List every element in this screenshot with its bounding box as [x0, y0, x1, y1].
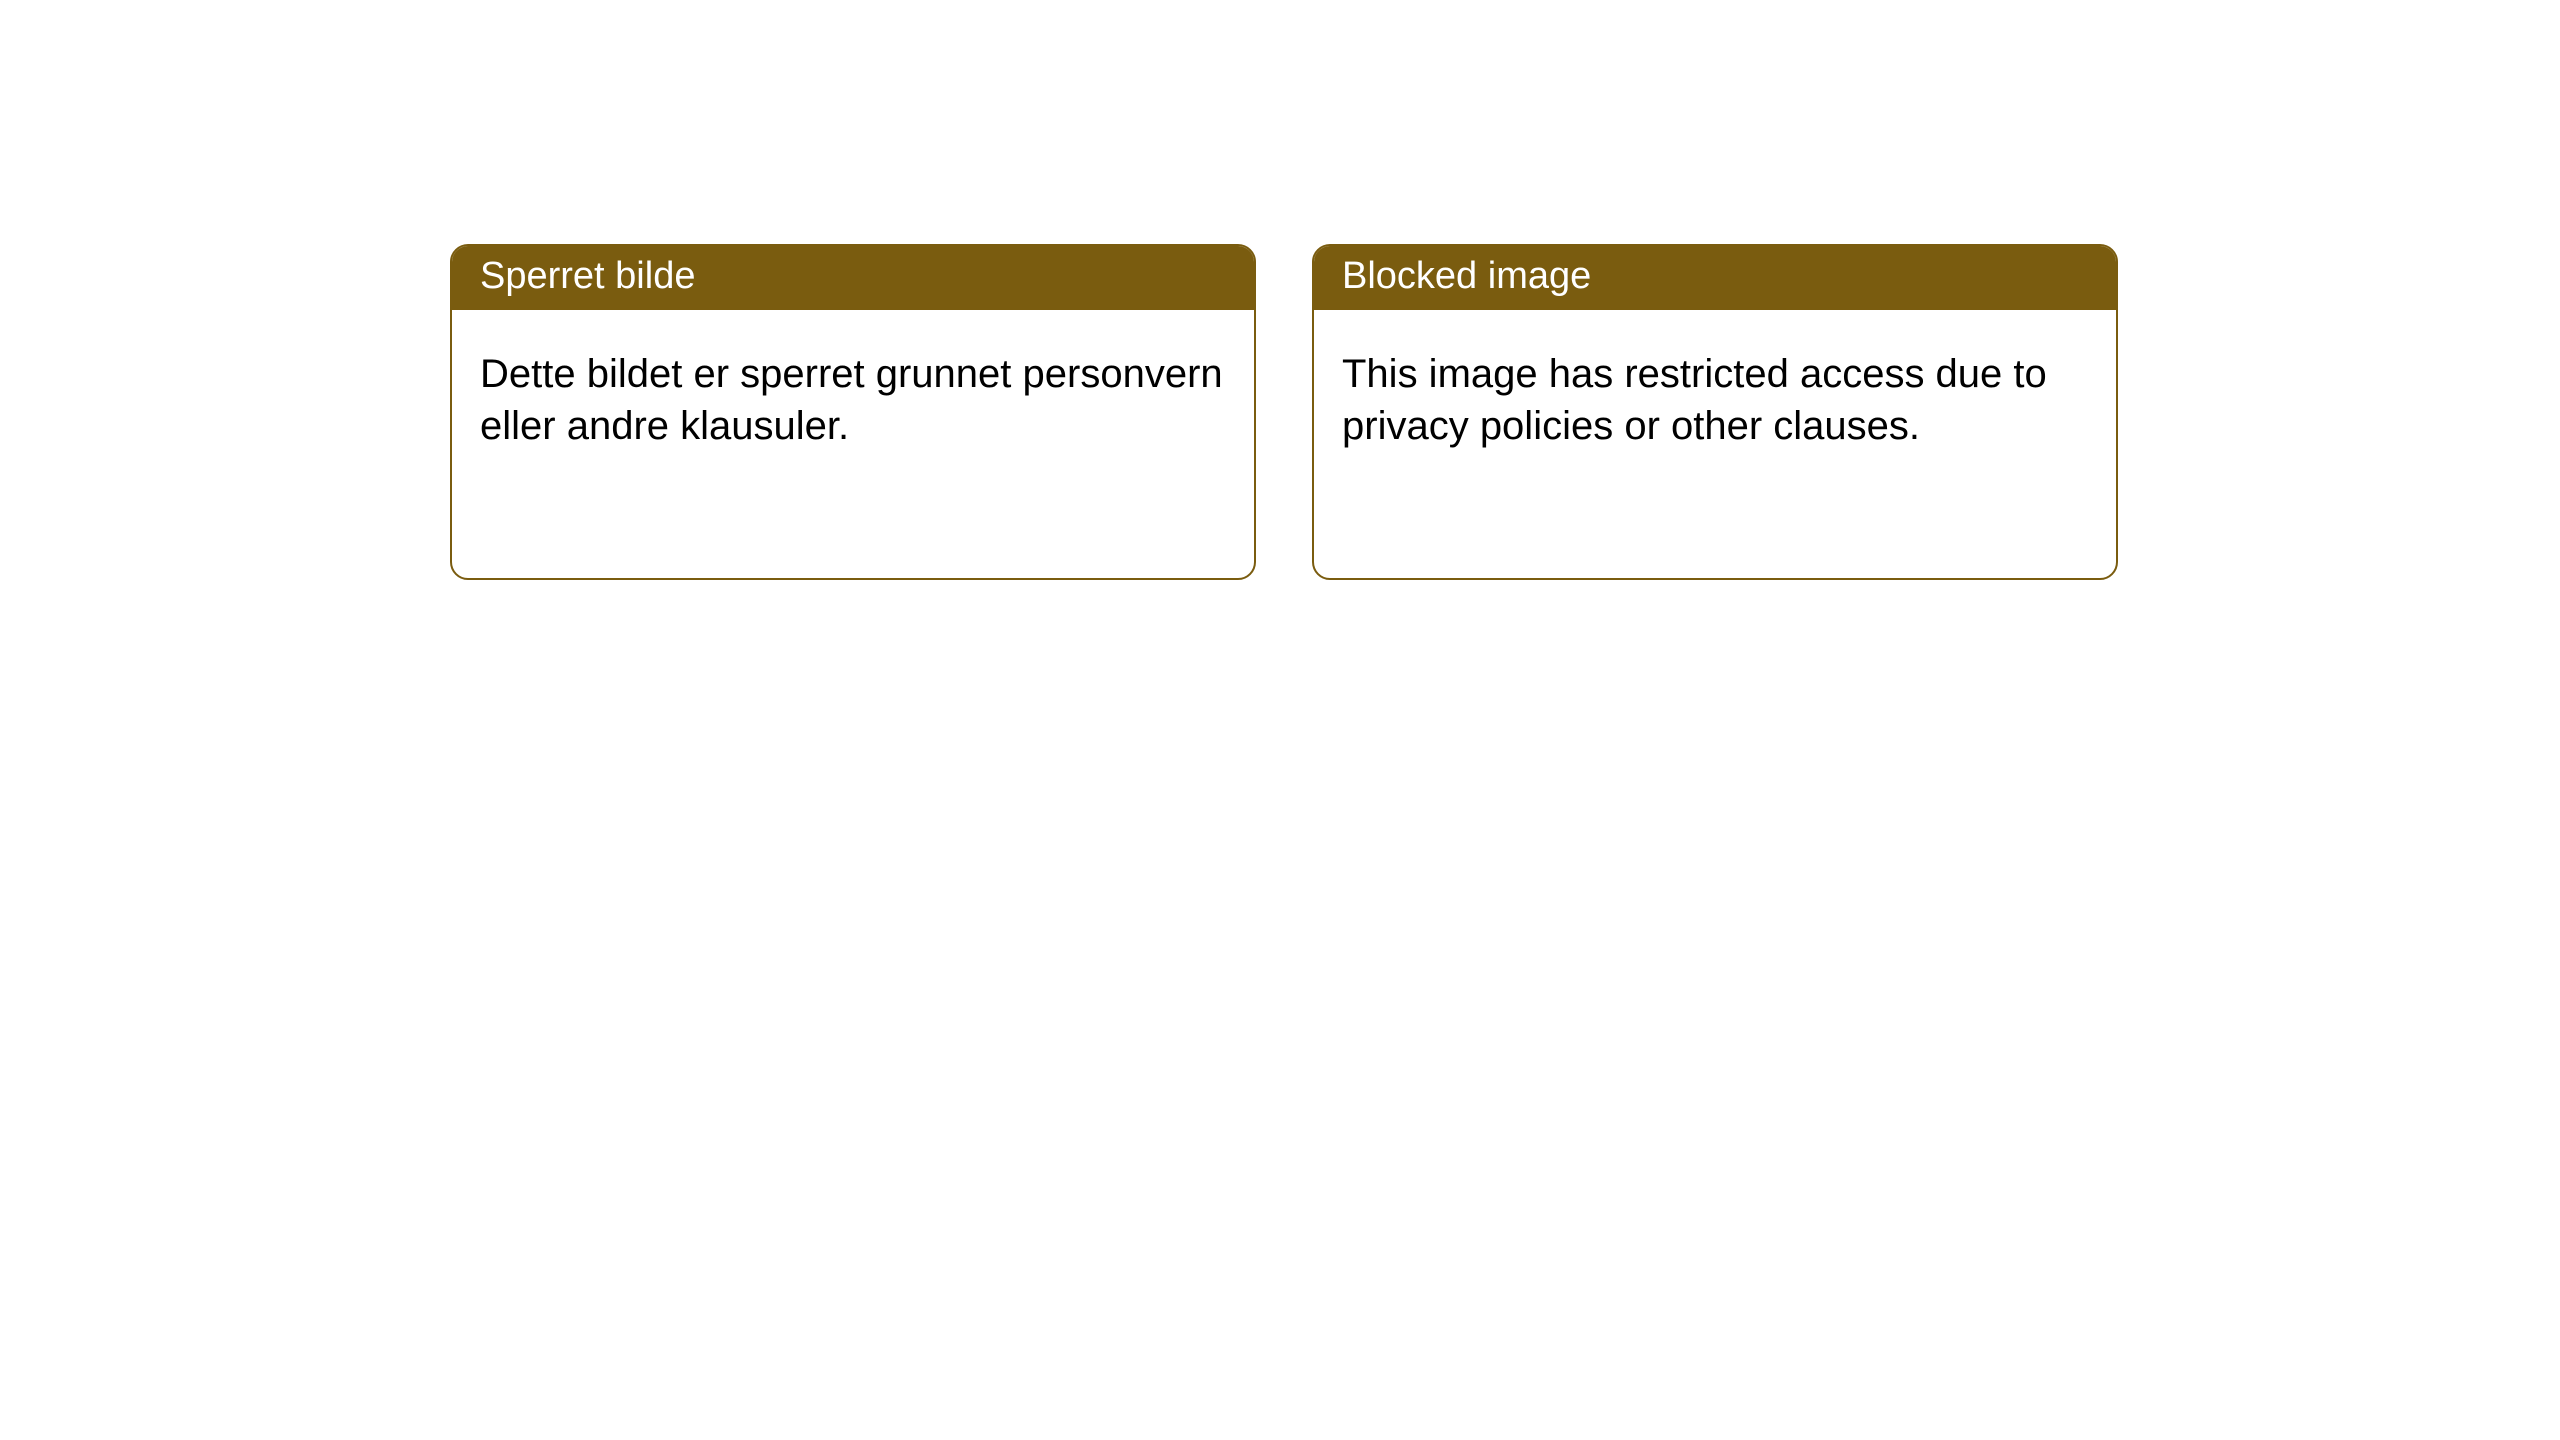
card-body-no: Dette bildet er sperret grunnet personve…: [452, 310, 1254, 480]
card-body-en: This image has restricted access due to …: [1314, 310, 2116, 480]
notice-container: Sperret bilde Dette bildet er sperret gr…: [0, 0, 2560, 580]
card-title-en: Blocked image: [1314, 246, 2116, 310]
card-title-no: Sperret bilde: [452, 246, 1254, 310]
blocked-image-card-no: Sperret bilde Dette bildet er sperret gr…: [450, 244, 1256, 580]
blocked-image-card-en: Blocked image This image has restricted …: [1312, 244, 2118, 580]
